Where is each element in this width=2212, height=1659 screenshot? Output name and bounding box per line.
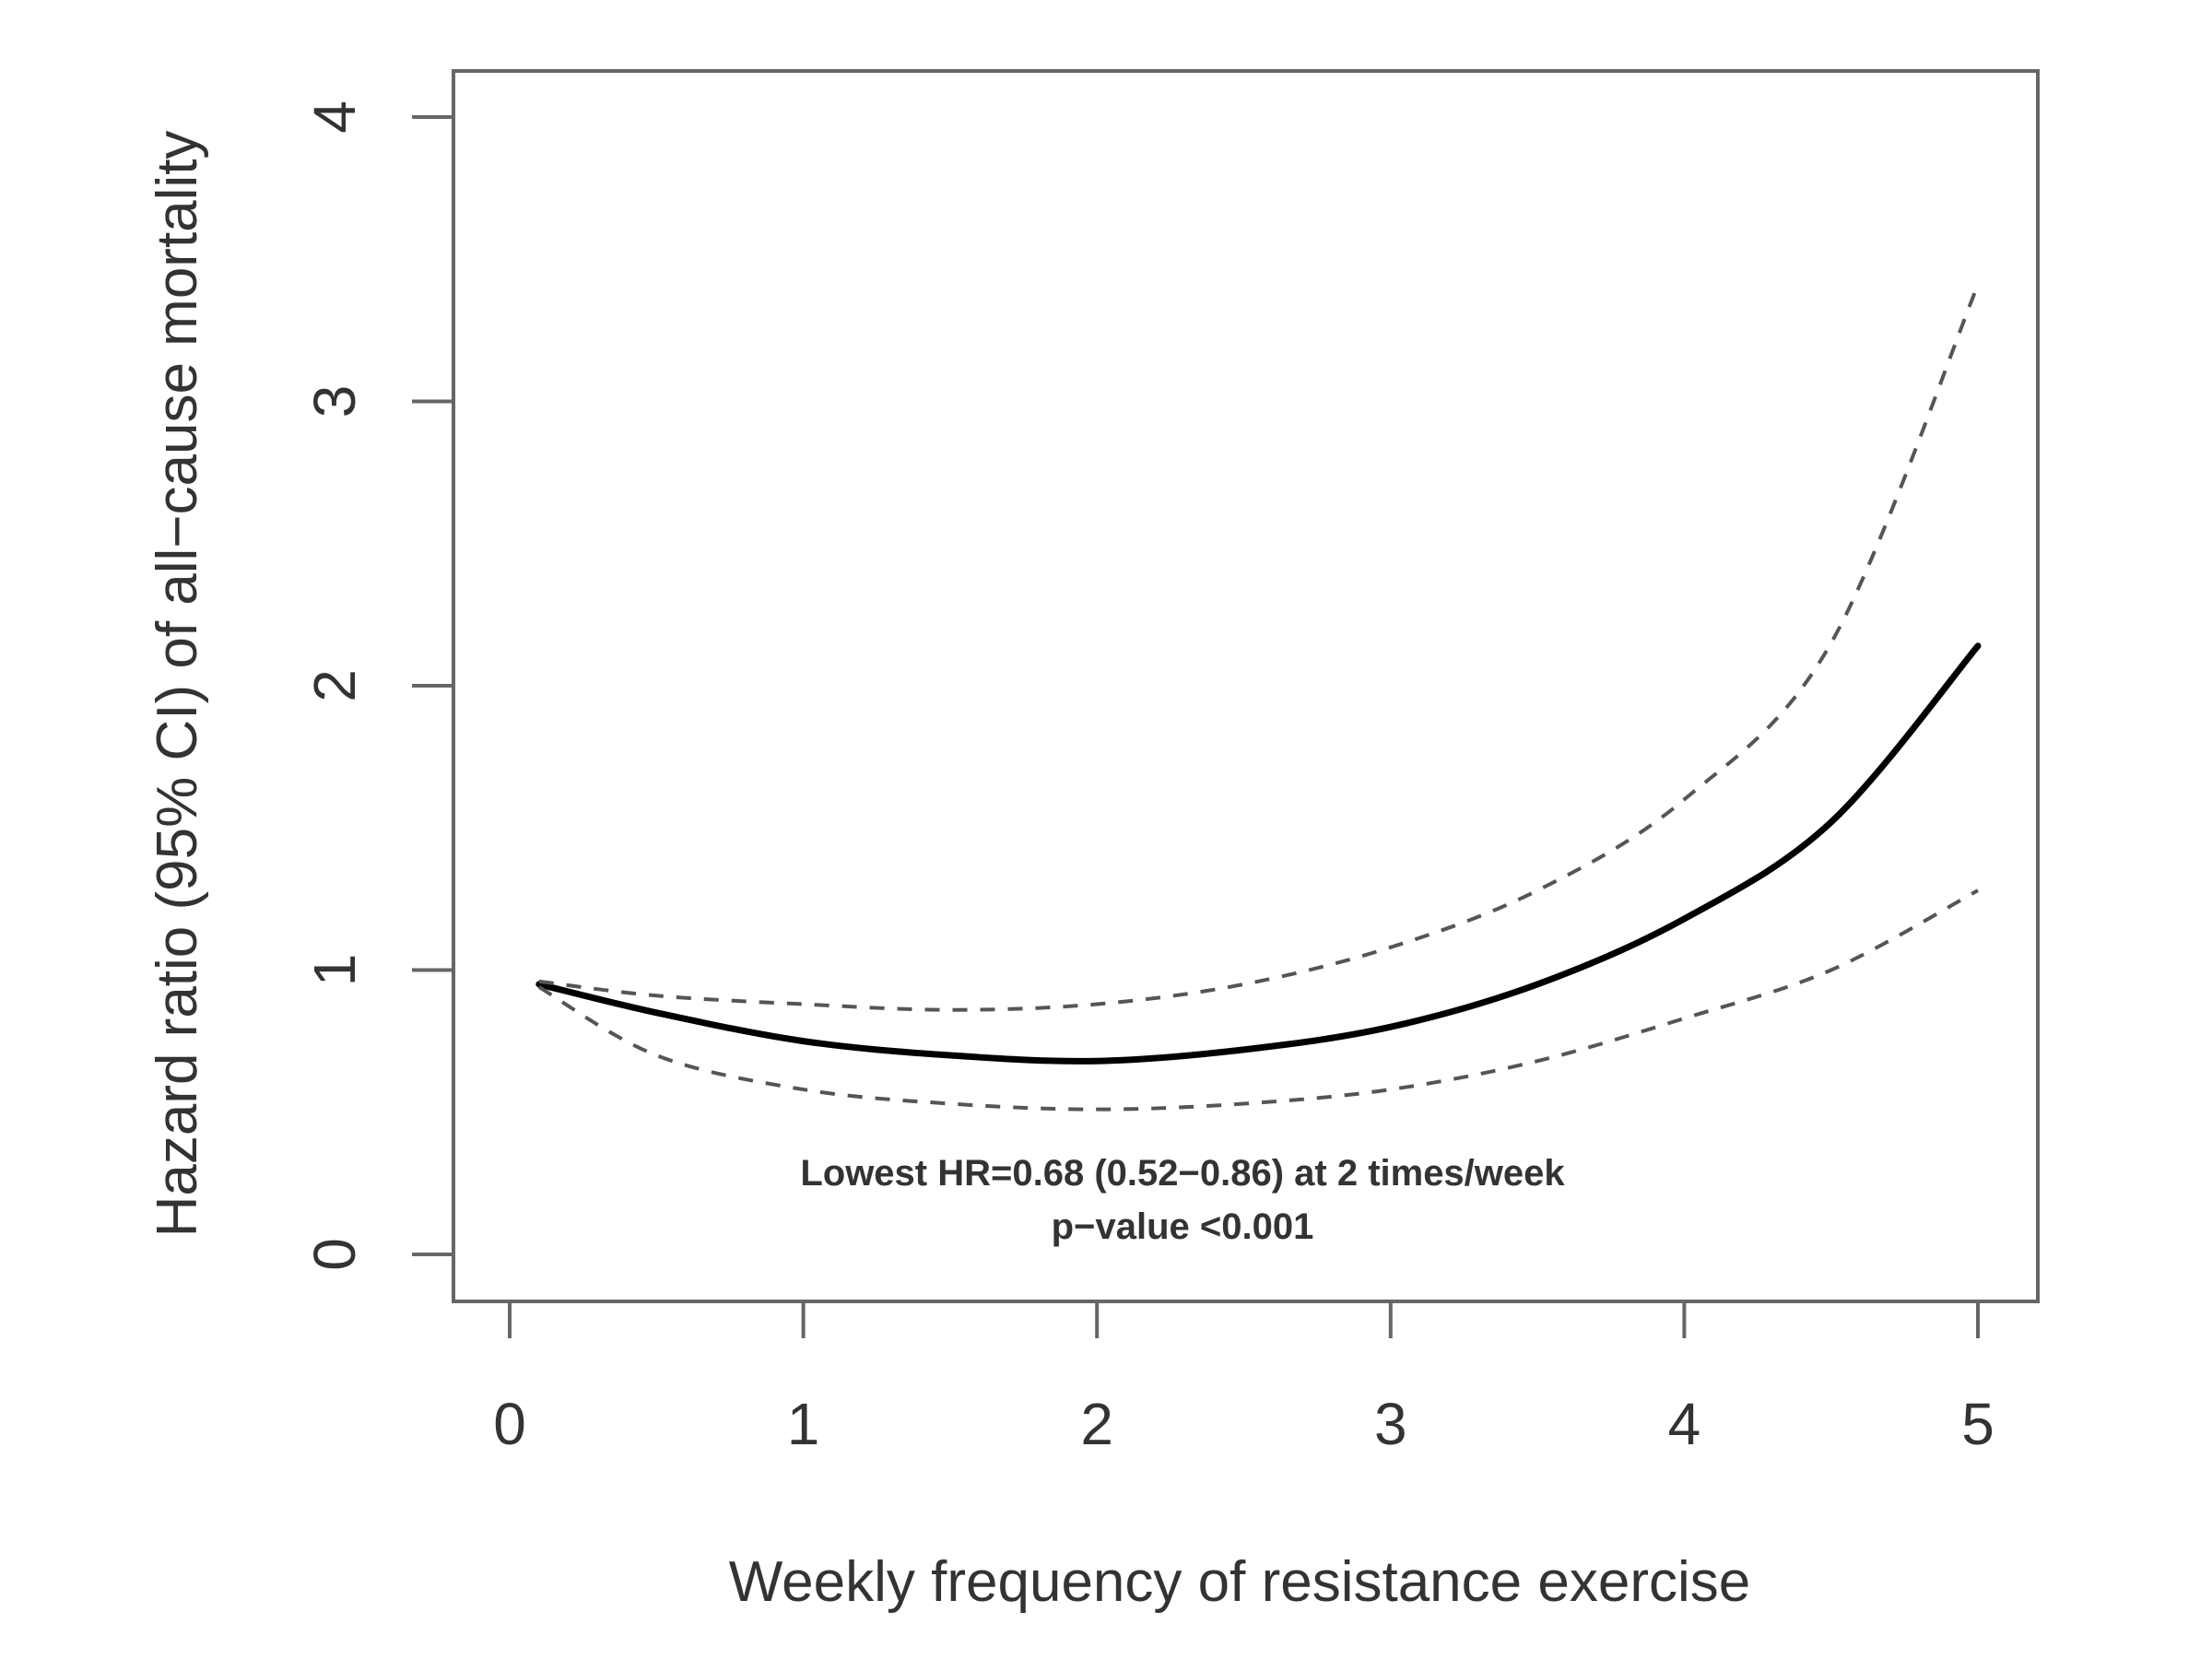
x-tick-label: 1 bbox=[787, 1391, 820, 1457]
estimate-line bbox=[535, 642, 1982, 1065]
y-tick-label: 1 bbox=[301, 954, 368, 987]
y-tick-label: 2 bbox=[301, 669, 368, 702]
x-tick-label: 3 bbox=[1374, 1391, 1407, 1457]
upper-95-ci-line bbox=[538, 284, 1980, 1012]
x-tick-label: 4 bbox=[1668, 1391, 1701, 1457]
y-tick-label: 3 bbox=[301, 385, 368, 418]
x-axis-label: Weekly frequency of resistance exercise bbox=[729, 1550, 1750, 1614]
x-tick-label: 2 bbox=[1080, 1391, 1113, 1457]
x-tick-label: 0 bbox=[493, 1391, 526, 1457]
x-tick-label: 5 bbox=[1961, 1391, 1994, 1457]
y-axis-label: Hazard ratio (95% CI) of all−cause morta… bbox=[146, 131, 209, 1238]
y-tick-label: 0 bbox=[301, 1238, 368, 1271]
annotation-p-value: p−value <0.001 bbox=[1052, 1206, 1314, 1247]
y-tick-label: 4 bbox=[301, 100, 368, 134]
lower-95-ci-line bbox=[537, 888, 1979, 1112]
plot-frame bbox=[452, 69, 2040, 1303]
annotation-lowest-hr: Lowest HR=0.68 (0.52−0.86) at 2 times/we… bbox=[800, 1153, 1565, 1194]
